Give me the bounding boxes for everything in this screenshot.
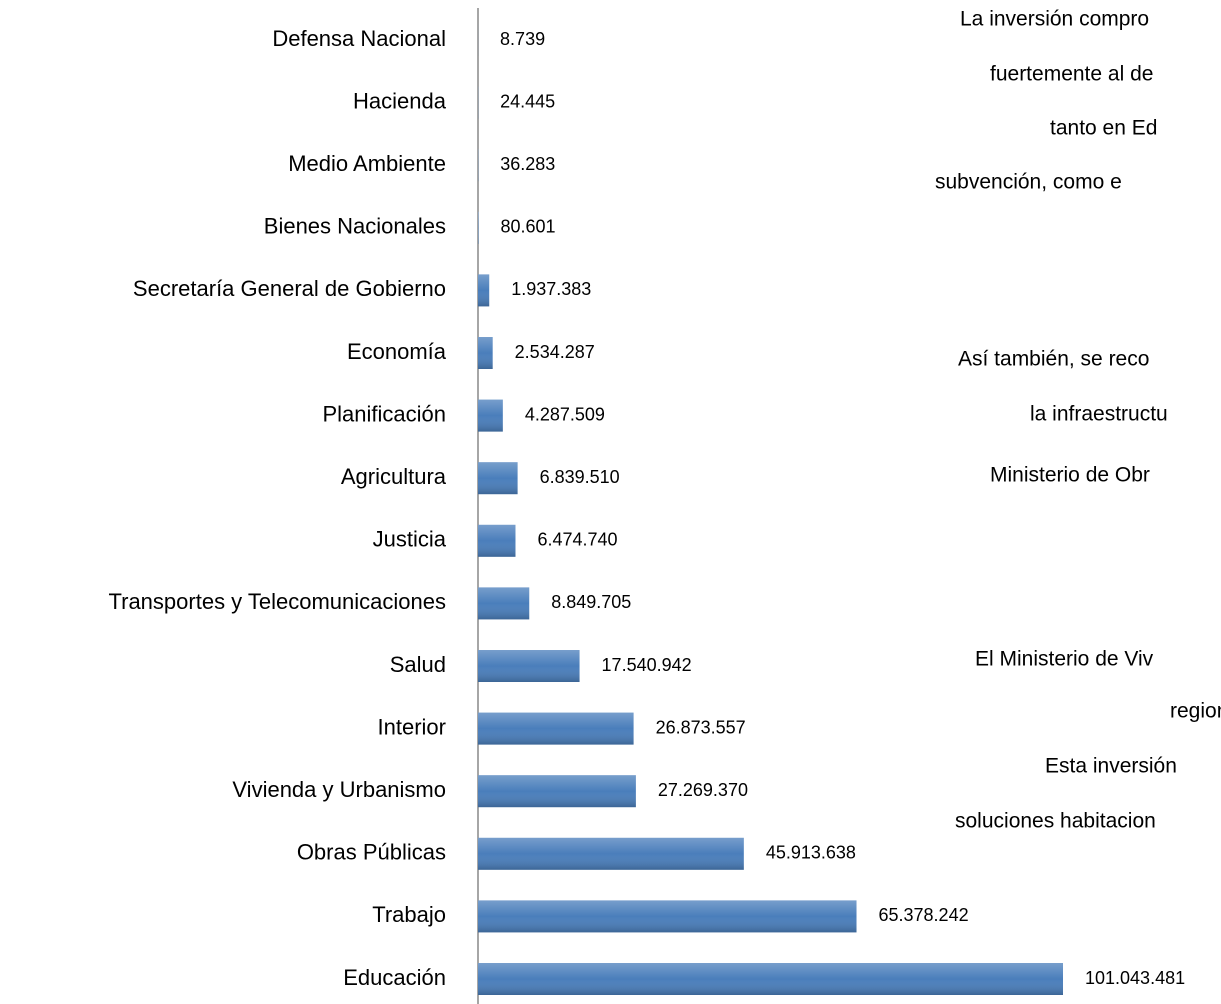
y-tick-label: Vivienda y Urbanismo [232,777,446,802]
y-tick-label: Defensa Nacional [272,26,446,51]
bar-shade [478,775,636,808]
y-tick-label: Hacienda [353,88,447,113]
bar-shade [478,524,516,557]
annotation: tanto en Ed [1050,117,1157,140]
data-label: 6.839.510 [540,467,620,487]
y-tick-label: Secretaría General de Gobierno [133,276,446,301]
y-tick-label: Interior [378,714,446,739]
bar-shade [478,587,530,620]
data-label: 8.849.705 [551,592,631,612]
bar-shade [478,274,490,307]
y-tick-label: Justicia [373,527,447,552]
data-label: 1.937.383 [511,279,591,299]
bar-shade [478,963,1063,995]
bar-shade [478,462,518,495]
bar-shade [478,399,503,432]
bar-shade [478,712,634,745]
data-label: 17.540.942 [602,655,692,675]
bar-shade [478,900,857,933]
annotation: La inversión compro [960,8,1149,31]
y-tick-label: Economía [347,339,447,364]
y-tick-label: Salud [390,652,446,677]
y-tick-label: Planificación [322,401,446,426]
annotation: region [1170,700,1221,723]
data-label: 4.287.509 [525,404,605,424]
annotation: Esta inversión [1045,755,1177,778]
y-tick-label: Medio Ambiente [288,151,446,176]
data-label: 65.378.242 [879,905,969,925]
y-tick-label: Agricultura [341,464,447,489]
annotation: fuertemente al de [990,63,1153,86]
data-label: 80.601 [500,217,555,237]
y-tick-label: Trabajo [372,902,446,927]
annotation: subvención, como e [935,171,1122,194]
data-label: 36.283 [500,154,555,174]
bar-shade [478,650,580,682]
y-tick-label: Transportes y Telecomunicaciones [109,589,447,614]
data-label: 8.739 [500,29,545,49]
annotation: Así también, se reco [958,348,1149,371]
bar-shade [478,837,744,870]
data-label: 6.474.740 [537,530,617,550]
data-label: 45.913.638 [766,843,856,863]
data-label: 27.269.370 [658,780,748,800]
annotation: la infraestructu [1030,403,1168,426]
data-label: 101.043.481 [1085,968,1185,988]
data-label: 2.534.287 [515,342,595,362]
y-tick-label: Educación [343,965,446,990]
annotation: soluciones habitacion [955,810,1156,833]
y-tick-label: Obras Públicas [297,840,446,865]
data-label: 24.445 [500,91,555,111]
annotation: Ministerio de Obr [990,464,1150,487]
bar-shade [478,337,493,369]
y-tick-label: Bienes Nacionales [264,214,446,239]
annotation: El Ministerio de Viv [975,648,1154,671]
data-label: 26.873.557 [656,717,746,737]
